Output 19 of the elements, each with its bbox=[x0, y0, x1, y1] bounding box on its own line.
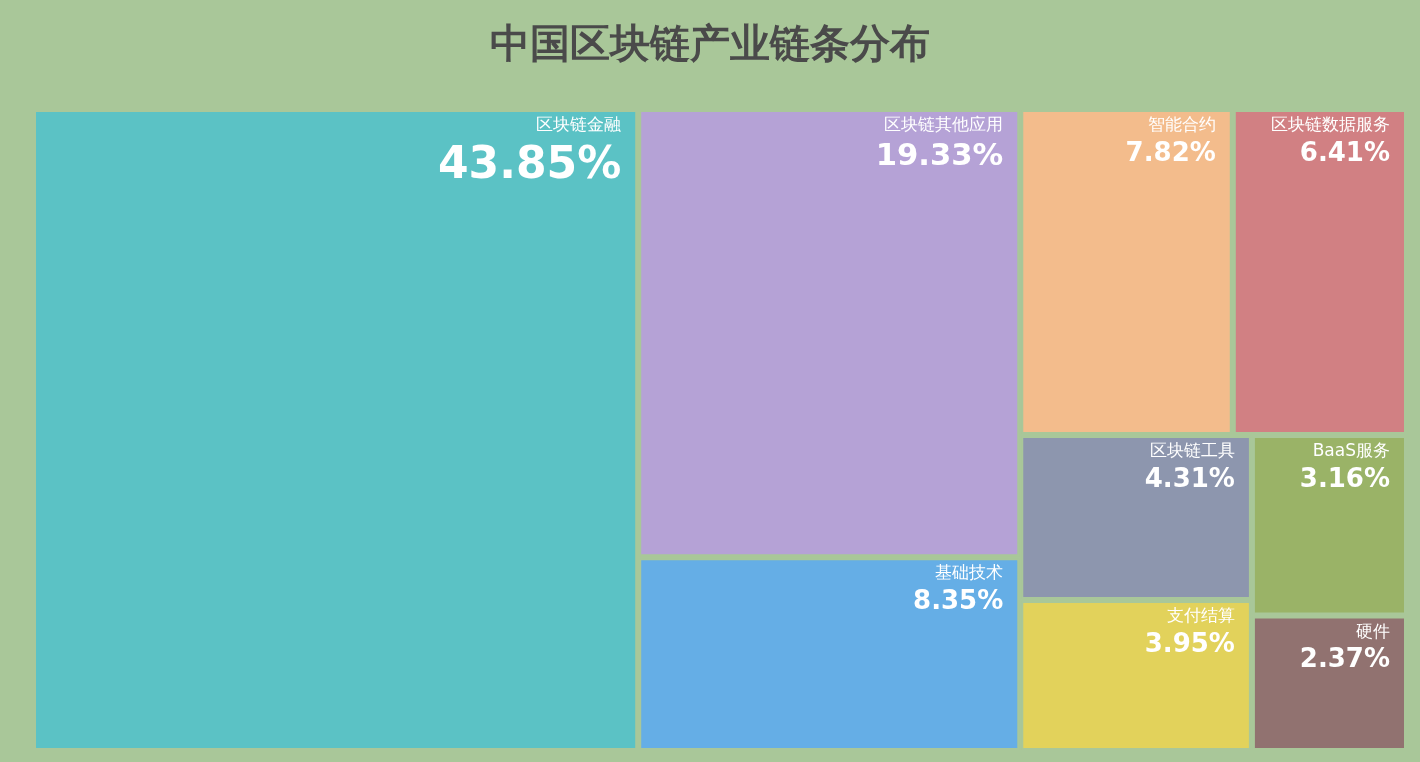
category-label: 区块链数据服务 bbox=[1271, 114, 1390, 134]
category-label: 区块链金融 bbox=[536, 114, 622, 134]
category-label: 支付结算 bbox=[1166, 604, 1235, 625]
category-label: 基础技术 bbox=[935, 562, 1004, 583]
data-label: 8.35% bbox=[913, 584, 1004, 615]
category-label: 区块链工具 bbox=[1149, 440, 1235, 461]
text: 中国区块链产业链条分布 bbox=[490, 20, 930, 66]
category-label: 硬件 bbox=[1356, 620, 1390, 641]
data-label: 43.85% bbox=[437, 136, 622, 188]
data-label: 6.41% bbox=[1299, 136, 1390, 167]
data-label: 3.95% bbox=[1144, 627, 1235, 658]
category-label: 区块链其他应用 bbox=[884, 114, 1004, 134]
data-label: 4.31% bbox=[1144, 462, 1235, 493]
data-label: 2.37% bbox=[1299, 643, 1390, 674]
category-label: BaaS服务 bbox=[1312, 440, 1390, 461]
data-label: 7.82% bbox=[1125, 136, 1216, 167]
data-label: 19.33% bbox=[875, 136, 1004, 172]
data-label: 3.16% bbox=[1299, 462, 1390, 493]
category-label: 智能合约 bbox=[1147, 114, 1216, 134]
